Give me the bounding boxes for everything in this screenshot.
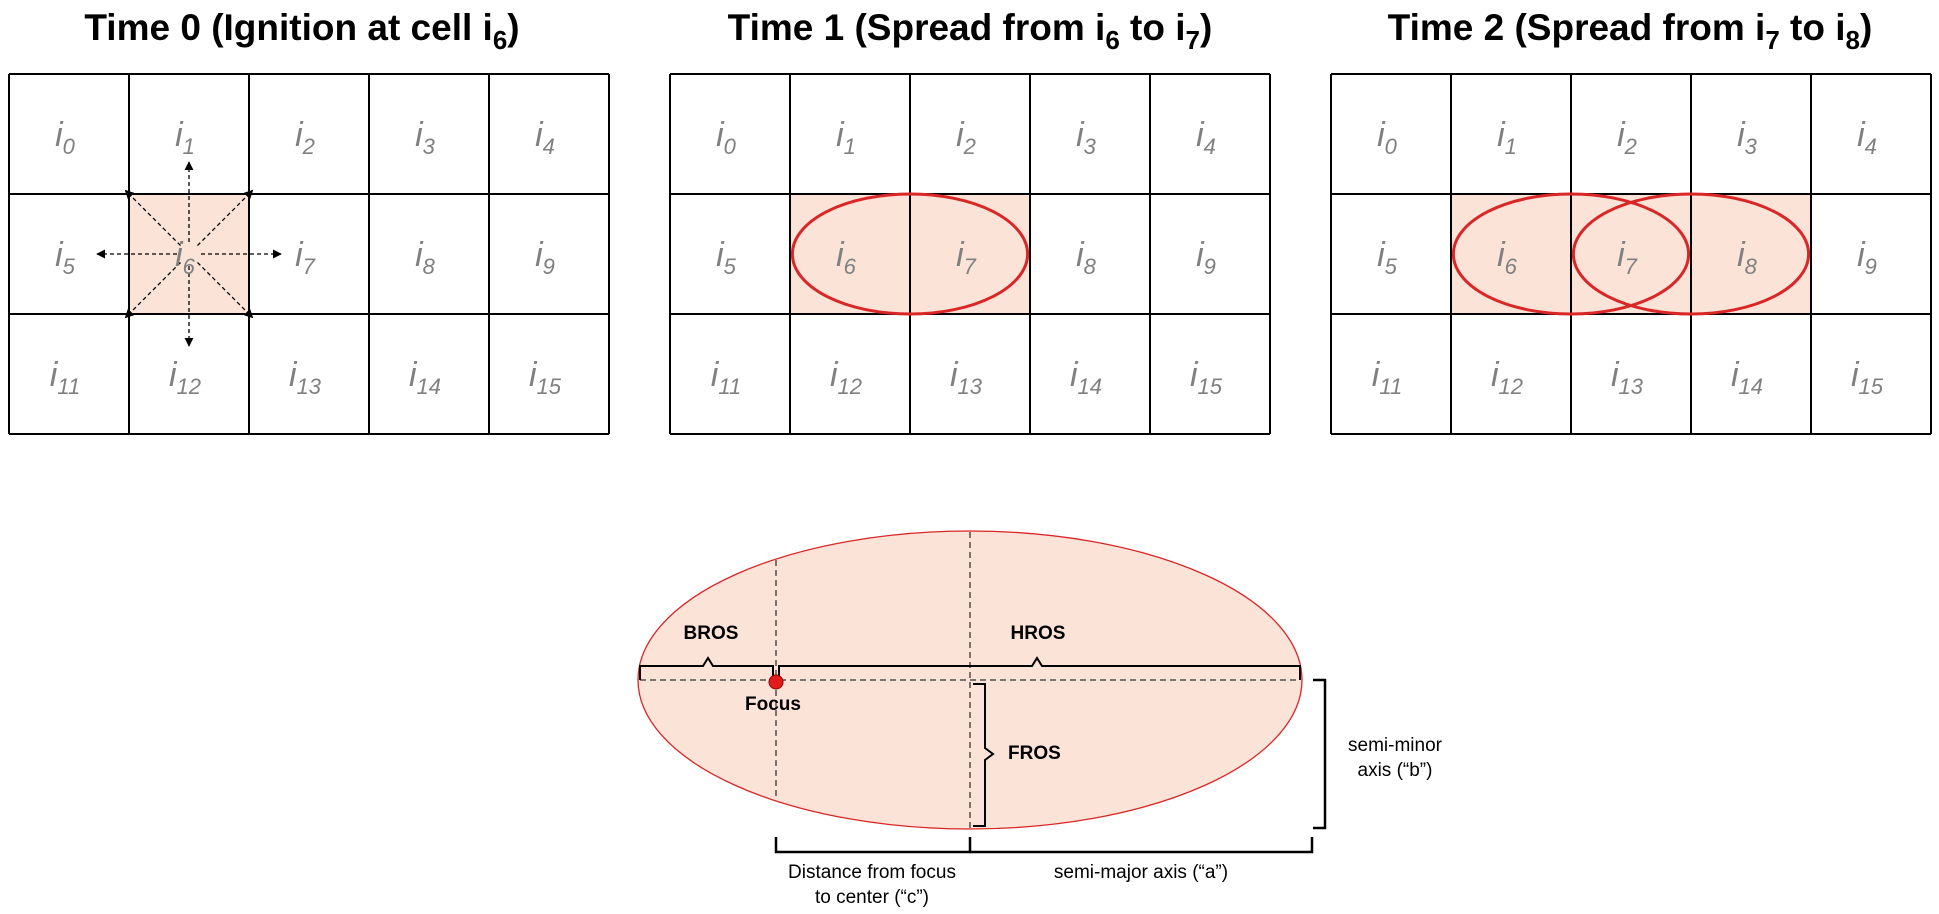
spread-ellipse xyxy=(1451,192,1691,316)
hros-label: HROS xyxy=(1011,623,1066,644)
cell-label: i5 xyxy=(1377,236,1398,279)
cell-label: i12 xyxy=(830,356,862,399)
cell-label: i3 xyxy=(1737,116,1758,159)
cell-label: i6 xyxy=(175,236,196,279)
cell-label: i3 xyxy=(1076,116,1097,159)
cell-label: i2 xyxy=(295,116,315,159)
panel-0-title: Time 0 (Ignition at cell i6) xyxy=(84,7,519,55)
cell-label: i8 xyxy=(415,236,436,279)
bros-label: BROS xyxy=(684,623,739,644)
spread-direction-arrow xyxy=(197,189,254,246)
semi-minor-label-line1: semi-minor xyxy=(1348,735,1443,756)
semi-major-label: semi-major axis (“a”) xyxy=(1054,862,1228,883)
distance-c-label-line2: to center (“c”) xyxy=(815,887,929,908)
cell-label: i11 xyxy=(1372,356,1402,399)
cell-label: i0 xyxy=(55,116,76,159)
cell-label: i11 xyxy=(711,356,741,399)
cell-label: i13 xyxy=(950,356,983,399)
semi-minor-bracket xyxy=(1313,678,1327,830)
distance-c-bracket xyxy=(774,837,972,854)
cell-label: i5 xyxy=(716,236,737,279)
fros-label: FROS xyxy=(1008,743,1061,764)
grid-panel-2: i0 i1 i2 i3 i4 i5 i6 i7 i8 i9 i11 i12 i13 i14 i15 xyxy=(1330,73,1932,435)
focus-label: Focus xyxy=(745,694,801,715)
cell-label: i13 xyxy=(1611,356,1644,399)
semi-minor-label-line2: axis (“b”) xyxy=(1358,760,1433,781)
spread-ellipse xyxy=(790,192,1030,316)
grid-panel-0: i0 i1 i2 i3 i4 i5 i6 i7 i8 i9 i11 i12 i13 i14 i15 xyxy=(8,73,610,435)
burning-cell-fill xyxy=(910,194,1030,314)
cell-label: i12 xyxy=(1491,356,1523,399)
cell-label: i4 xyxy=(1196,116,1216,159)
bros-brace xyxy=(639,656,774,680)
semi-major-bracket xyxy=(970,837,1314,854)
hros-brace xyxy=(778,656,1301,680)
cell-label: i0 xyxy=(716,116,737,159)
cell-label: i0 xyxy=(1377,116,1398,159)
cell-label: i13 xyxy=(289,356,322,399)
panel-1-title: Time 1 (Spread from i6 to i7) xyxy=(728,7,1213,55)
cell-label: i6 xyxy=(1497,236,1518,279)
cell-label: i14 xyxy=(1070,356,1102,399)
spread-ellipse-diagram: BROS HROS Focus FROS semi-minor axis (“b… xyxy=(637,530,1443,908)
spread-direction-arrow xyxy=(197,262,254,319)
cell-label: i1 xyxy=(175,116,195,159)
cell-label: i15 xyxy=(1190,356,1223,399)
burning-cell-fill xyxy=(790,194,910,314)
cell-label: i9 xyxy=(535,236,555,279)
cell-label: i1 xyxy=(1497,116,1517,159)
cell-label: i2 xyxy=(1617,116,1637,159)
distance-c-label-line1: Distance from focus xyxy=(788,862,956,883)
cell-label: i11 xyxy=(50,356,80,399)
cell-label: i7 xyxy=(295,236,316,279)
cell-label: i4 xyxy=(535,116,555,159)
cell-label: i8 xyxy=(1737,236,1758,279)
cell-label: i1 xyxy=(836,116,856,159)
cell-label: i5 xyxy=(55,236,76,279)
cell-label: i9 xyxy=(1196,236,1216,279)
cell-label: i2 xyxy=(956,116,976,159)
burning-cell-fill xyxy=(1451,194,1571,314)
focus-point xyxy=(768,674,784,690)
cell-label: i12 xyxy=(169,356,201,399)
burning-cell-fill xyxy=(1691,194,1811,314)
cell-label: i8 xyxy=(1076,236,1097,279)
cell-label: i3 xyxy=(415,116,436,159)
panel-2-title: Time 2 (Spread from i7 to i8) xyxy=(1388,7,1873,55)
spread-direction-arrow xyxy=(124,189,181,246)
burning-cell-fill xyxy=(1571,194,1691,314)
cell-label: i9 xyxy=(1857,236,1877,279)
cell-label: i6 xyxy=(836,236,857,279)
grid-panel-1: i0 i1 i2 i3 i4 i5 i6 i7 i8 i9 i11 i12 i13 i14 i15 xyxy=(669,73,1271,435)
cell-label: i7 xyxy=(1617,236,1638,279)
cell-label: i15 xyxy=(529,356,562,399)
cell-label: i4 xyxy=(1857,116,1877,159)
cell-label: i14 xyxy=(409,356,441,399)
spread-ellipse xyxy=(1571,192,1811,316)
cell-label: i14 xyxy=(1731,356,1763,399)
spread-direction-arrow xyxy=(124,262,181,319)
fros-brace xyxy=(973,683,995,827)
cell-label: i7 xyxy=(956,236,977,279)
cell-label: i15 xyxy=(1851,356,1884,399)
